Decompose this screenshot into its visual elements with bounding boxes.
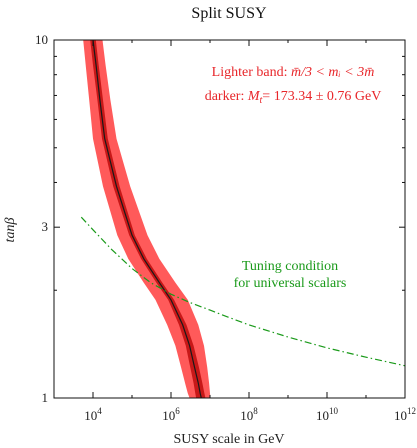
annotation-tuning-line2: for universal scalars	[234, 276, 347, 291]
y-axis-label: tanβ	[3, 218, 18, 243]
x-tick-label: 104	[84, 406, 102, 423]
annotation-dark-band-sub: t	[260, 95, 263, 106]
x-tick-label: 106	[162, 406, 180, 423]
chart-title: Split SUSY	[191, 5, 267, 22]
x-tick-label-exp: 10	[329, 406, 339, 416]
annotation-dark-band-var: M	[247, 89, 261, 104]
x-tick-label-base: 10	[162, 408, 175, 423]
tuning-line	[80, 216, 405, 367]
annotation-light-band-prefix: Lighter band:	[212, 65, 291, 80]
annotation-dark-band-value: = 173.34 ± 0.76 GeV	[262, 89, 381, 104]
x-tick-label-exp: 8	[253, 406, 258, 416]
central-line	[92, 40, 202, 398]
y-axis-ticks: 1 3 10	[35, 32, 405, 405]
y-tick-label: 3	[42, 219, 49, 234]
x-tick-label-exp: 4	[97, 406, 102, 416]
x-axis-label: SUSY scale in GeV	[173, 432, 284, 447]
annotation-dark-band-prefix: darker:	[205, 89, 248, 104]
x-tick-label-base: 10	[84, 408, 97, 423]
x-tick-label-base: 10	[316, 408, 329, 423]
x-tick-label-exp: 6	[175, 406, 180, 416]
x-axis-ticks: 104 106 108 1010 1012	[53, 40, 416, 423]
x-tick-label: 1010	[316, 406, 339, 423]
y-tick-label: 1	[42, 390, 49, 405]
x-tick-label: 1012	[394, 406, 416, 423]
light-band	[83, 40, 211, 398]
annotation-light-band: Lighter band: m̄/3 < mᵢ < 3m̄	[212, 65, 375, 80]
x-tick-label-exp: 12	[407, 406, 416, 416]
plot-frame	[53, 39, 406, 399]
plot-area	[80, 40, 405, 398]
x-tick-label-base: 10	[394, 408, 407, 423]
annotation-dark-band: darker: Mt= 173.34 ± 0.76 GeV	[205, 89, 382, 106]
annotation-tuning-line1: Tuning condition	[242, 259, 338, 274]
x-tick-label: 108	[240, 406, 258, 423]
x-tick-label-base: 10	[240, 408, 253, 423]
annotation-light-band-math: m̄/3 < mᵢ < 3m̄	[291, 65, 374, 80]
dark-band	[90, 40, 206, 398]
y-tick-label: 10	[35, 32, 48, 47]
